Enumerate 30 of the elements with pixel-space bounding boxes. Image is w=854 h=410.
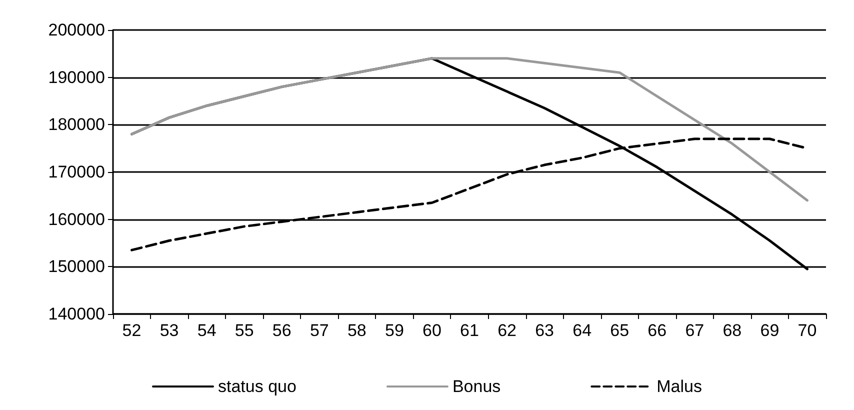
x-tick-label: 52: [122, 321, 142, 340]
line-series: [130, 57, 808, 202]
legend-label: Bonus: [452, 377, 501, 396]
x-tick-label: 57: [310, 321, 329, 340]
x-tick-label: 62: [498, 321, 516, 340]
x-tick-label: 67: [685, 321, 704, 340]
x-tick-label: 64: [572, 321, 592, 340]
y-tick-label: 150000: [48, 257, 105, 276]
x-tick-label: 58: [347, 321, 366, 340]
x-tick-label: 60: [422, 321, 442, 340]
x-tick-label: 70: [798, 321, 817, 340]
legend-label: Malus: [656, 377, 702, 396]
y-tick-label: 140000: [48, 304, 105, 324]
y-tick-label: 190000: [48, 68, 105, 87]
y-tick-label: 160000: [48, 210, 105, 229]
x-tick-label: 65: [610, 321, 630, 340]
x-tick-label: 66: [648, 321, 667, 340]
x-tick-label: 61: [460, 321, 479, 340]
x-tick-label: 56: [272, 321, 292, 340]
x-tick-label: 54: [197, 321, 216, 340]
x-tick-label: 68: [722, 321, 742, 340]
x-tick-label: 63: [535, 321, 554, 340]
y-tick-label: 200000: [48, 20, 105, 40]
legend-label: status quo: [218, 377, 296, 396]
x-tick-label: 53: [160, 321, 179, 340]
y-tick-label: 170000: [48, 162, 105, 182]
x-tick-label: 59: [384, 321, 404, 340]
y-tick-label: 180000: [48, 115, 105, 134]
x-tick-label: 69: [760, 321, 780, 340]
x-tick-label: 55: [234, 321, 254, 340]
